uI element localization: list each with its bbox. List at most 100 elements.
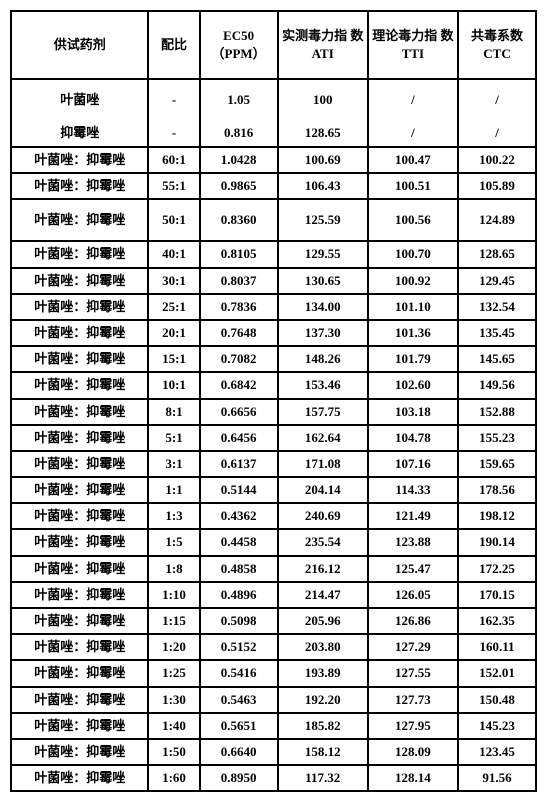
cell-ctc: 105.89 [458, 173, 536, 199]
cell-agent: 叶菌唑：抑霉唑 [11, 529, 148, 555]
cell-ec50: 0.4896 [200, 582, 278, 608]
cell-ctc: 178.56 [458, 477, 536, 503]
cell-ati: 240.69 [278, 503, 368, 529]
cell-ati: 157.75 [278, 399, 368, 425]
cell-ati: 158.12 [278, 739, 368, 765]
cell-ec50: 0.8105 [200, 241, 278, 267]
cell-tti: 104.78 [368, 425, 458, 451]
cell-ctc: 155.23 [458, 425, 536, 451]
cell-ec50: 0.4362 [200, 503, 278, 529]
cell-ctc: 149.56 [458, 372, 536, 398]
table-row: 叶菌唑：抑霉唑1:250.5416193.89127.55152.01 [11, 660, 536, 686]
header-ati: 实测毒力指 数 ATI [278, 11, 368, 79]
cell-agent: 叶菌唑：抑霉唑 [11, 399, 148, 425]
cell-ratio: 30:1 [148, 268, 199, 294]
cell-ratio: 5:1 [148, 425, 199, 451]
cell-ec50: 0.5144 [200, 477, 278, 503]
cell-agent: 叶菌唑：抑霉唑 [11, 199, 148, 241]
cell-tti: 100.70 [368, 241, 458, 267]
cell-ec50: 0.7836 [200, 294, 278, 320]
table-row: 叶菌唑：抑霉唑1:400.5651185.82127.95145.23 [11, 713, 536, 739]
cell-ec50: 1.0428 [200, 147, 278, 173]
cell-ati: 117.32 [278, 765, 368, 791]
cell-tti: 100.92 [368, 268, 458, 294]
header-ec50: EC50 （PPM） [200, 11, 278, 79]
cell-tti: 128.14 [368, 765, 458, 791]
table-row: 叶菌唑：抑霉唑10:10.6842153.46102.60149.56 [11, 372, 536, 398]
cell-ec50: 0.6137 [200, 451, 278, 477]
cell-agent: 叶菌唑：抑霉唑 [11, 582, 148, 608]
cell-ratio: 1:15 [148, 608, 199, 634]
cell-agent: 叶菌唑：抑霉唑 [11, 173, 148, 199]
table-row: 叶菌唑：抑霉唑8:10.6656157.75103.18152.88 [11, 399, 536, 425]
cell-ctc: 150.48 [458, 687, 536, 713]
cell-agent: 叶菌唑：抑霉唑 [11, 451, 148, 477]
cell-ec50: 0.8360 [200, 199, 278, 241]
table-row: 叶菌唑：抑霉唑50:10.8360125.59100.56124.89 [11, 199, 536, 241]
cell-tti: 100.51 [368, 173, 458, 199]
cell-ratio: 3:1 [148, 451, 199, 477]
cell-ec50: 0.9865 [200, 173, 278, 199]
cell-tti: 100.56 [368, 199, 458, 241]
cell-ratio: 40:1 [148, 241, 199, 267]
cell-ctc: 124.89 [458, 199, 536, 241]
cell-tti: 101.36 [368, 320, 458, 346]
table-row: 叶菌唑：抑霉唑1:100.4896214.47126.05170.15 [11, 582, 536, 608]
cell-agent: 叶菌唑：抑霉唑 [11, 687, 148, 713]
cell-agent: 叶菌唑 [11, 79, 148, 121]
table-row: 叶菌唑：抑霉唑1:10.5144204.14114.33178.56 [11, 477, 536, 503]
cell-ctc: 159.65 [458, 451, 536, 477]
cell-ati: 185.82 [278, 713, 368, 739]
cell-ratio: 8:1 [148, 399, 199, 425]
cell-ec50: 1.05 [200, 79, 278, 121]
header-agent: 供试药剂 [11, 11, 148, 79]
cell-ratio: 1:8 [148, 556, 199, 582]
table-row: 叶菌唑：抑霉唑1:300.5463192.20127.73150.48 [11, 687, 536, 713]
cell-agent: 叶菌唑：抑霉唑 [11, 660, 148, 686]
cell-ati: 128.65 [278, 121, 368, 147]
table-row: 叶菌唑：抑霉唑55:10.9865106.43100.51105.89 [11, 173, 536, 199]
cell-ati: 203.80 [278, 634, 368, 660]
table-body: 叶菌唑-1.05100//抑霉唑-0.816128.65//叶菌唑：抑霉唑60:… [11, 79, 536, 791]
cell-ec50: 0.4858 [200, 556, 278, 582]
cell-tti: 121.49 [368, 503, 458, 529]
table-row: 叶菌唑：抑霉唑5:10.6456162.64104.78155.23 [11, 425, 536, 451]
cell-ati: 100 [278, 79, 368, 121]
cell-tti: 102.60 [368, 372, 458, 398]
table-row: 叶菌唑：抑霉唑25:10.7836134.00101.10132.54 [11, 294, 536, 320]
cell-ctc: 152.01 [458, 660, 536, 686]
cell-tti: 101.79 [368, 346, 458, 372]
cell-tti: 114.33 [368, 477, 458, 503]
cell-agent: 叶菌唑：抑霉唑 [11, 634, 148, 660]
table-row: 叶菌唑：抑霉唑1:150.5098205.96126.86162.35 [11, 608, 536, 634]
cell-ec50: 0.5416 [200, 660, 278, 686]
table-row: 叶菌唑：抑霉唑1:30.4362240.69121.49198.12 [11, 503, 536, 529]
cell-ratio: 15:1 [148, 346, 199, 372]
header-tti: 理论毒力指 数 TTI [368, 11, 458, 79]
cell-tti: 125.47 [368, 556, 458, 582]
cell-agent: 叶菌唑：抑霉唑 [11, 346, 148, 372]
cell-ec50: 0.816 [200, 121, 278, 147]
cell-agent: 叶菌唑：抑霉唑 [11, 477, 148, 503]
cell-ctc: 190.14 [458, 529, 536, 555]
cell-ratio: 20:1 [148, 320, 199, 346]
cell-ctc: 152.88 [458, 399, 536, 425]
cell-ctc: / [458, 121, 536, 147]
cell-ctc: 123.45 [458, 739, 536, 765]
table-row: 叶菌唑：抑霉唑40:10.8105129.55100.70128.65 [11, 241, 536, 267]
table-row: 叶菌唑：抑霉唑30:10.8037130.65100.92129.45 [11, 268, 536, 294]
cell-ati: 193.89 [278, 660, 368, 686]
cell-ctc: / [458, 79, 536, 121]
cell-ratio: 25:1 [148, 294, 199, 320]
cell-tti: 127.29 [368, 634, 458, 660]
cell-ati: 153.46 [278, 372, 368, 398]
cell-ati: 129.55 [278, 241, 368, 267]
cell-ec50: 0.7082 [200, 346, 278, 372]
cell-ctc: 198.12 [458, 503, 536, 529]
cell-ati: 162.64 [278, 425, 368, 451]
cell-ati: 137.30 [278, 320, 368, 346]
cell-ati: 106.43 [278, 173, 368, 199]
cell-ctc: 91.56 [458, 765, 536, 791]
cell-ec50: 0.5463 [200, 687, 278, 713]
cell-ec50: 0.5098 [200, 608, 278, 634]
